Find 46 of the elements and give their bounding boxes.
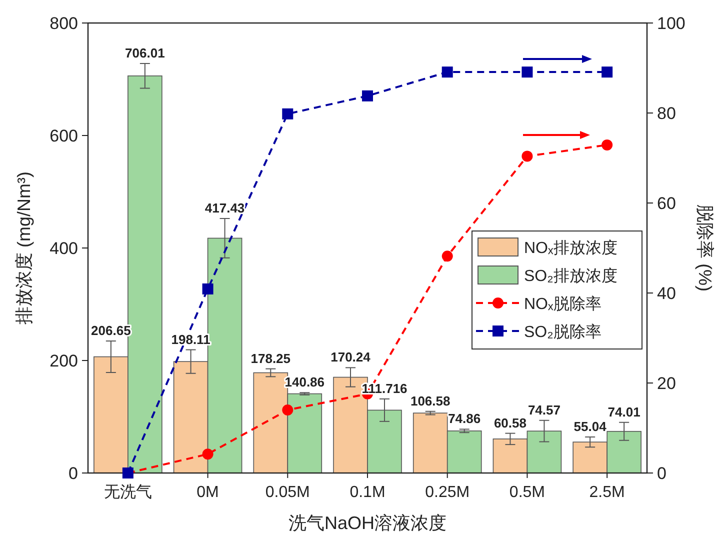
x-tick-label: 0.25M: [425, 484, 470, 501]
legend-label: NOₓ脱除率: [524, 295, 602, 313]
legend-label: SO₂脱除率: [524, 323, 602, 341]
point: [282, 108, 294, 120]
x-tick-label: 无洗气: [104, 483, 152, 501]
data-label: 417.43: [204, 200, 245, 216]
x-tick-label: 0.1M: [350, 484, 386, 501]
point: [282, 404, 294, 416]
y2-axis-title: 脱除率 (%): [695, 204, 715, 292]
y-tick-label: 800: [50, 14, 78, 33]
y2-tick-label: 80: [657, 104, 676, 123]
point: [202, 283, 214, 294]
data-label: 178.25: [250, 350, 291, 366]
point: [602, 139, 613, 150]
point: [362, 90, 373, 102]
legend-label: NOₓ排放浓度: [524, 239, 618, 257]
data-label: 74.86: [448, 411, 481, 426]
y2-tick-label: 40: [657, 284, 676, 303]
y-tick-label: 200: [50, 352, 78, 370]
x-tick-label: 0M: [196, 484, 219, 501]
data-label: 60.58: [494, 415, 526, 430]
x-axis-title: 洗气NaOH溶液浓度: [288, 513, 447, 533]
y-tick-label: 0: [68, 464, 78, 483]
point: [442, 66, 453, 78]
data-label: 55.04: [574, 418, 608, 434]
y2-tick-label: 20: [657, 374, 676, 393]
y2-tick-label: 100: [657, 14, 686, 33]
point: [602, 66, 613, 78]
x-tick-label: 2.5M: [589, 484, 625, 501]
data-label: 74.57: [528, 402, 560, 418]
point: [522, 66, 533, 78]
point: [522, 150, 533, 162]
data-label: 106.58: [410, 393, 450, 408]
y-axis-title: 排放浓度 (mg/Nm³): [14, 172, 34, 324]
point: [202, 448, 214, 460]
y2-tick-label: 0: [657, 464, 666, 483]
y2-tick-label: 60: [657, 194, 676, 213]
data-label: 170.24: [330, 350, 372, 365]
legend-label: SO₂排放浓度: [524, 267, 618, 285]
x-tick-label: 0.05M: [265, 484, 310, 501]
x-tick-label: 0.5M: [509, 484, 546, 501]
y-tick-label: 400: [50, 239, 78, 258]
point: [442, 250, 453, 262]
y-tick-label: 600: [50, 126, 78, 146]
data-label: 706.01: [125, 45, 165, 60]
data-label: 74.01: [608, 404, 640, 420]
